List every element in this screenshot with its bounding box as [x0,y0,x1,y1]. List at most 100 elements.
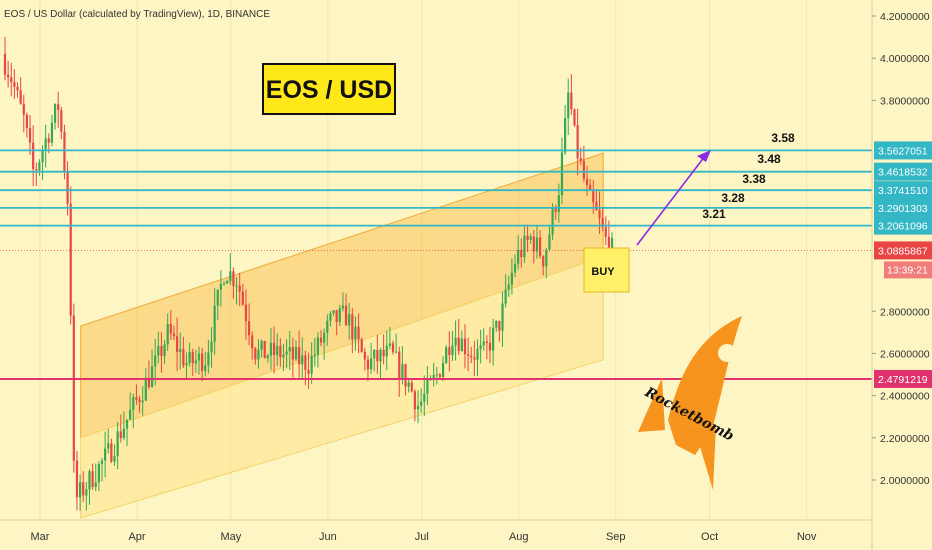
candle-body [523,235,526,258]
candle-body [307,370,310,374]
candle-body [147,377,151,388]
candle-body [244,304,248,322]
countdown-label: 13:39:21 [887,264,928,276]
candle-body [391,343,395,353]
candle-body [319,337,323,343]
candle-body [301,355,304,365]
candle-body [413,391,417,410]
candle-body [451,345,454,355]
candle-body [191,351,194,364]
y-tick-label: 2.0000000 [880,475,930,487]
candle-body [247,321,251,336]
candle-body [204,365,207,371]
candle-body [445,347,448,363]
candle-body [13,82,16,87]
candle-body [589,184,592,190]
candle-body [100,460,104,464]
candle-body [513,263,517,273]
candle-body [329,313,332,321]
candle-body [401,364,404,380]
candle-body [457,337,460,352]
candle-body [492,327,495,351]
candle-body [357,326,360,340]
candle-body [520,249,523,258]
candle-body [63,131,66,172]
candle-body [285,351,288,355]
candle-body [310,355,313,374]
candle-body [229,271,232,282]
candle-body [542,256,545,267]
price-label: 3.2061096 [878,221,928,233]
candle-body [251,335,254,349]
y-tick-label: 2.8000000 [880,306,930,318]
target-label-2: 3.48 [757,152,781,166]
price-label: 3.3741510 [878,185,928,197]
candle-body [563,118,567,153]
candle-body [78,482,82,498]
candle-body [548,234,551,250]
candle-body [53,104,57,123]
price-label-box [874,181,932,200]
candle-body [91,471,94,488]
candle-body [57,104,60,111]
candle-body [188,351,191,364]
candle-body [269,342,273,356]
candle-body [595,202,598,211]
x-tick-label: Sep [606,531,626,543]
candle-body [420,401,423,406]
candle-body [257,349,260,360]
candle-body [263,340,266,359]
arrow-head [697,150,711,162]
candle-body [482,341,485,346]
x-tick-label: Mar [31,531,50,543]
candle-body [332,310,335,314]
price-axis: 4.2000000 4.0000000 3.8000000 2.8000000 2.60… [871,0,932,550]
candle-body [510,272,514,285]
candle-body [201,353,204,371]
candle-body [495,320,498,328]
candle-body [576,125,579,159]
candle-body [335,310,338,323]
x-tick-label: May [220,531,241,543]
current-price-label: 3.0885867 [878,245,928,257]
candle-body [154,355,157,367]
x-tick-label: Oct [701,531,718,543]
candle-body [373,350,376,359]
chart-header: EOS / US Dollar (calculated by TradingVi… [4,9,271,20]
candle-body [398,351,401,380]
candle-body [110,443,113,462]
candle-body [567,92,570,119]
candle-body [551,208,554,235]
candle-body [570,92,573,110]
candle-body [526,235,529,240]
candle-body [119,431,122,439]
candle-body [485,341,488,343]
candle-body [157,346,160,356]
price-label-box [874,141,932,160]
candle-body [416,405,420,410]
candle-body [241,291,244,305]
candle-body [113,456,116,462]
current-price-box [874,241,932,260]
candle-body [426,379,429,394]
candle-body [498,320,501,331]
candle-body [479,345,482,349]
candle-body [360,339,363,352]
candle-body [175,336,179,352]
candle-body [554,208,557,212]
title-label: EOS / USD [266,76,392,104]
candle-body [69,203,72,316]
candle-body [535,237,539,252]
candle-body [60,110,63,132]
candle-body [369,358,373,370]
candle-body [407,382,410,387]
candle-body [16,86,19,91]
price-label: 3.2901303 [878,203,928,215]
candle-body [313,354,316,356]
candle-body [35,168,38,171]
candle-body [582,160,585,179]
candle-body [41,150,44,163]
candle-body [129,409,132,420]
candle-body [488,342,492,351]
candle-body [32,142,35,169]
